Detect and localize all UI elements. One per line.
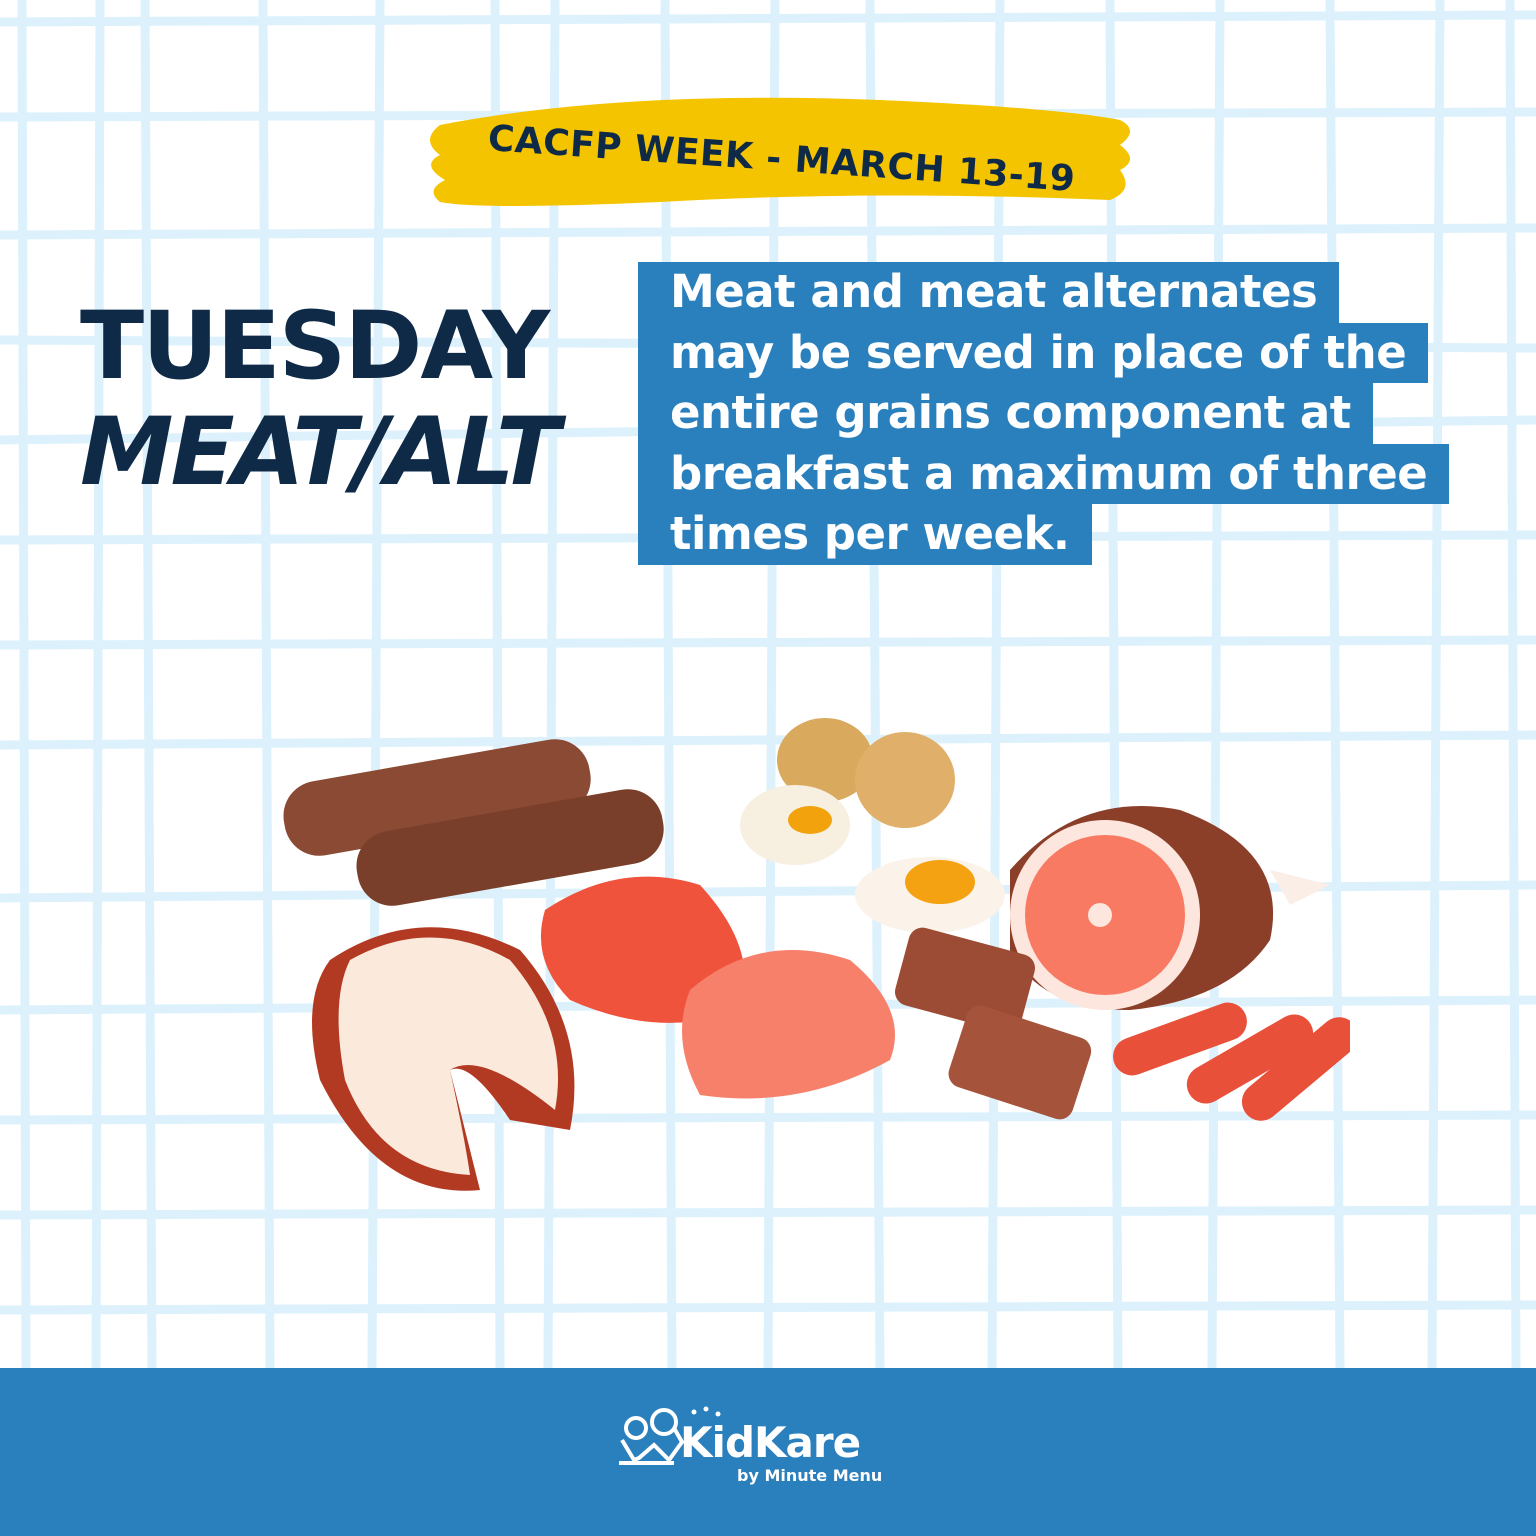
sausages-icon <box>283 739 664 906</box>
chicken-breast-icon <box>540 876 895 1099</box>
ham-icon <box>1010 806 1330 1010</box>
message-box: Meat and meat alternates may be served i… <box>638 262 1450 565</box>
banner-brush-stroke <box>430 97 1130 206</box>
logo-subtitle: by Minute Menu <box>737 1466 883 1485</box>
footer-bar <box>0 1368 1536 1536</box>
logo-name: KidKare <box>680 1418 861 1467</box>
page-title: TUESDAY MEAT/ALT <box>80 292 560 507</box>
message-line: breakfast a maximum of three <box>638 443 1450 504</box>
message-line: times per week. <box>638 504 1092 565</box>
hot-dogs-icon <box>1113 1002 1350 1121</box>
message-line: may be served in place of the <box>638 322 1429 383</box>
fish-steak-icon <box>312 927 575 1191</box>
title-day: TUESDAY <box>80 292 550 401</box>
message-line: Meat and meat alternates <box>638 262 1340 323</box>
kidkare-logo-icon <box>619 1406 721 1465</box>
title-topic: MEAT/ALT <box>80 398 560 507</box>
beef-cubes-icon <box>895 927 1092 1120</box>
eggs-icon <box>740 718 1005 933</box>
message-line: entire grains component at <box>638 383 1373 444</box>
meat-illustration <box>283 718 1350 1191</box>
